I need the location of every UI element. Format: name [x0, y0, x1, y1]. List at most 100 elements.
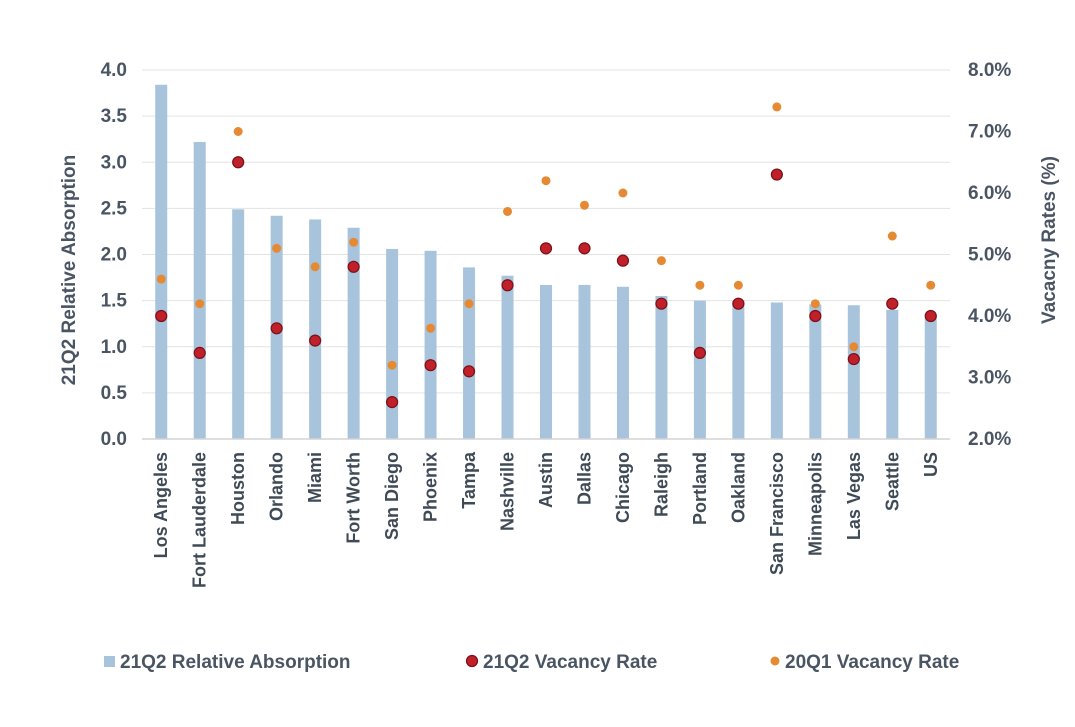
left-tick-label: 2.0	[101, 245, 127, 266]
dot-21q2-vacancy	[347, 260, 360, 273]
dot-21q2-vacancy	[655, 297, 668, 310]
dot-21q2-vacancy	[501, 279, 514, 292]
right-tick-label: 8.0%	[968, 60, 1011, 81]
category-label: Oakland	[728, 452, 748, 523]
dot-20q1-vacancy	[195, 299, 205, 309]
category-label: San Francisco	[767, 452, 787, 575]
left-tick-label: 1.0	[101, 337, 127, 358]
dot-21q2-vacancy	[578, 242, 591, 255]
dot-21q2-vacancy	[193, 346, 206, 359]
dot-20q1-vacancy	[618, 188, 628, 198]
dot-21q2-vacancy	[270, 322, 283, 335]
dot-20q1-vacancy	[349, 237, 359, 247]
dot-20q1-vacancy	[156, 274, 166, 284]
left-tick-label: 1.5	[101, 291, 128, 312]
dot-20q1-vacancy	[503, 206, 513, 216]
bar-absorption	[193, 141, 206, 439]
left-tick-label: 0.0	[101, 429, 127, 450]
category-label: Miami	[305, 452, 325, 503]
dot-21q2-vacancy	[424, 359, 437, 372]
right-axis-title: Vacacny Rates (%)	[1039, 156, 1060, 324]
category-label: Dallas	[574, 452, 594, 505]
dot-20q1-vacancy	[733, 280, 743, 290]
left-tick-label: 4.0	[101, 60, 127, 81]
bar-absorption	[655, 296, 668, 439]
dot-21q2-vacancy	[809, 309, 822, 323]
legend-label-absorption: 21Q2 Relative Absorption	[120, 652, 351, 673]
category-label: US	[921, 452, 941, 477]
category-label: Phoenix	[421, 452, 441, 522]
bar-absorption	[386, 248, 399, 439]
dot-21q2-vacancy	[232, 156, 245, 169]
dot-21q2-vacancy	[732, 297, 745, 310]
bar-absorption	[616, 286, 629, 439]
bar-absorption	[347, 227, 360, 439]
dot-20q1-vacancy	[464, 299, 474, 309]
category-label: Raleigh	[651, 452, 671, 517]
category-label: Austin	[536, 452, 556, 508]
dot-20q1-vacancy	[541, 176, 551, 186]
dot-series	[155, 102, 937, 409]
left-axis-title: 21Q2 Relative Absorption	[59, 155, 80, 386]
dot-21q2-vacancy	[462, 365, 476, 378]
right-tick-label: 4.0%	[968, 306, 1011, 327]
bar-series	[155, 84, 937, 439]
right-tick-label: 7.0%	[968, 122, 1011, 143]
category-label: Minneapolis	[805, 452, 825, 556]
category-label: Chicago	[613, 452, 633, 523]
category-label: Orlando	[267, 452, 287, 521]
dot-21q2-vacancy	[770, 168, 783, 181]
dot-21q2-vacancy	[539, 242, 553, 255]
bar-absorption	[886, 309, 899, 439]
right-tick-label: 5.0%	[968, 245, 1011, 266]
category-label: Seattle	[882, 452, 902, 511]
dot-20q1-vacancy	[656, 256, 666, 266]
bar-absorption	[463, 267, 476, 439]
bar-absorption	[155, 84, 168, 439]
category-label: Tampa	[459, 451, 479, 509]
category-label: Las Vegas	[844, 452, 864, 540]
category-label: Nashville	[498, 452, 518, 531]
dot-20q1-vacancy	[426, 323, 436, 333]
dot-20q1-vacancy	[387, 360, 397, 370]
bar-absorption	[924, 314, 937, 439]
dot-21q2-vacancy	[155, 309, 168, 323]
category-label: Fort Worth	[344, 452, 364, 544]
category-labels: Los Angeles Fort Lauderdale Houston Orlando…	[151, 451, 941, 588]
dot-21q2-vacancy	[616, 254, 630, 267]
legend-label-20q1-vacancy: 20Q1 Vacancy Rate	[785, 652, 959, 673]
legend-swatch-20q1-vacancy	[770, 656, 780, 666]
bar-absorption	[578, 284, 591, 439]
bar-absorption	[732, 300, 745, 439]
right-tick-label: 3.0%	[968, 368, 1011, 389]
bar-absorption	[540, 284, 552, 439]
bar-absorption	[232, 209, 245, 439]
dot-20q1-vacancy	[810, 299, 820, 309]
category-label: San Diego	[382, 452, 402, 540]
dot-20q1-vacancy	[926, 280, 936, 290]
left-tick-label: 3.5	[101, 106, 128, 127]
dot-21q2-vacancy	[385, 396, 399, 409]
bar-absorption	[309, 219, 322, 439]
right-tick-label: 6.0%	[968, 183, 1011, 204]
dot-20q1-vacancy	[887, 231, 897, 241]
category-label: Houston	[228, 452, 248, 525]
left-tick-label: 3.0	[101, 152, 127, 173]
category-label: Portland	[690, 452, 710, 525]
dot-20q1-vacancy	[233, 127, 243, 136]
dot-20q1-vacancy	[695, 280, 705, 290]
dot-21q2-vacancy	[693, 346, 707, 359]
left-tick-label: 0.5	[101, 383, 128, 404]
bar-absorption	[501, 275, 514, 439]
left-tick-label: 2.5	[101, 198, 128, 219]
dot-20q1-vacancy	[849, 342, 859, 352]
legend-swatch-21q2-vacancy	[465, 654, 479, 668]
legend: 21Q2 Relative Absorption 21Q2 Vacancy Ra…	[104, 652, 959, 673]
left-axis-ticks: 0.0 0.5 1.0 1.5 2.0 2.5 3.0 3.5 4.0	[101, 60, 128, 450]
dot-21q2-vacancy	[886, 297, 899, 310]
dot-21q2-vacancy	[924, 309, 937, 323]
bar-absorption	[693, 300, 706, 439]
right-tick-label: 2.0%	[968, 429, 1011, 450]
legend-label-21q2-vacancy: 21Q2 Vacancy Rate	[483, 652, 657, 673]
